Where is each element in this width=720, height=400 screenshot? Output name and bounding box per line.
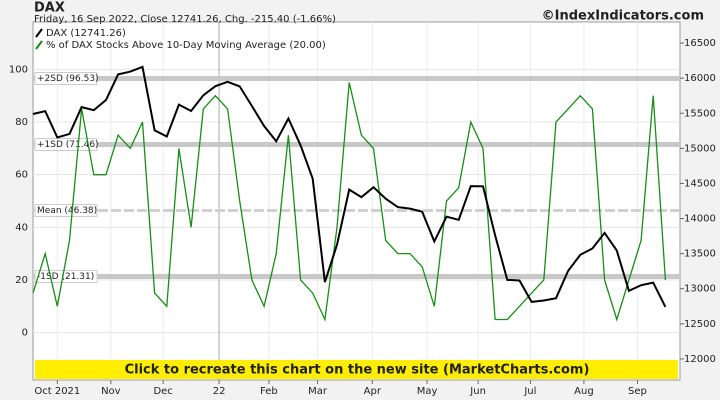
reference-label-box <box>34 138 98 152</box>
banner-text[interactable]: Click to recreate this chart on the new … <box>125 363 590 378</box>
chart-title: DAX <box>34 1 65 16</box>
banner[interactable] <box>35 360 678 379</box>
y2-tick-label: 16000 <box>684 73 716 84</box>
legend-swatch <box>35 28 43 38</box>
series-line <box>32 82 667 322</box>
series-line <box>32 65 667 308</box>
x-tick-label: Mar <box>308 386 328 397</box>
subtitle: Friday, 16 Sep 2022, Close 12741.26, Chg… <box>34 14 336 25</box>
x-tick-label: Feb <box>260 386 278 397</box>
y2-tick-label: 13000 <box>684 284 716 295</box>
y2-tick-label: 14000 <box>684 214 716 225</box>
reference-label: -1SD (21.31) <box>37 272 94 282</box>
x-tick-label: 22 <box>213 386 226 397</box>
y2-tick-label: 13500 <box>684 249 716 260</box>
x-tick-label: Sep <box>628 386 647 397</box>
reference-label: +1SD (71.46) <box>37 140 99 150</box>
y-tick-label: 20 <box>15 275 28 286</box>
legend-label: % of DAX Stocks Above 10-Day Moving Aver… <box>46 40 326 51</box>
y2-tick-label: 16500 <box>684 38 716 49</box>
x-tick-label: Apr <box>364 386 382 397</box>
y2-tick-label: 14500 <box>684 178 716 189</box>
legend-label: DAX (12741.26) <box>46 28 126 39</box>
x-tick-label: Jun <box>469 386 486 397</box>
x-tick-label: May <box>417 386 438 397</box>
y2-tick-label: 15000 <box>684 143 716 154</box>
x-tick-label: Oct 2021 <box>34 386 80 397</box>
y-tick-label: 40 <box>15 222 28 233</box>
y-tick-label: 0 <box>22 328 28 339</box>
x-tick-label: Jul <box>523 386 536 397</box>
plot-area <box>32 21 681 381</box>
reference-label: +2SD (96.53) <box>37 74 99 84</box>
x-tick-label: Aug <box>574 386 594 397</box>
reference-label-box <box>34 72 98 86</box>
y-tick-label: 60 <box>15 170 28 181</box>
x-tick-label: Dec <box>153 386 172 397</box>
y2-tick-label: 12500 <box>684 319 716 330</box>
x-tick-label: Nov <box>101 386 121 397</box>
y2-tick-label: 12000 <box>684 354 716 365</box>
legend-swatch <box>35 40 43 50</box>
y-tick-label: 100 <box>9 64 28 75</box>
y2-tick-label: 15500 <box>684 108 716 119</box>
y-tick-label: 80 <box>15 117 28 128</box>
reference-label: Mean (46.38) <box>37 206 97 216</box>
reference-label-box <box>34 204 98 218</box>
plot: 0 20 40 60 80 100 12000 12500 13000 13500 14000 145… <box>9 22 716 397</box>
brand: ©IndexIndicators.com <box>542 9 704 24</box>
